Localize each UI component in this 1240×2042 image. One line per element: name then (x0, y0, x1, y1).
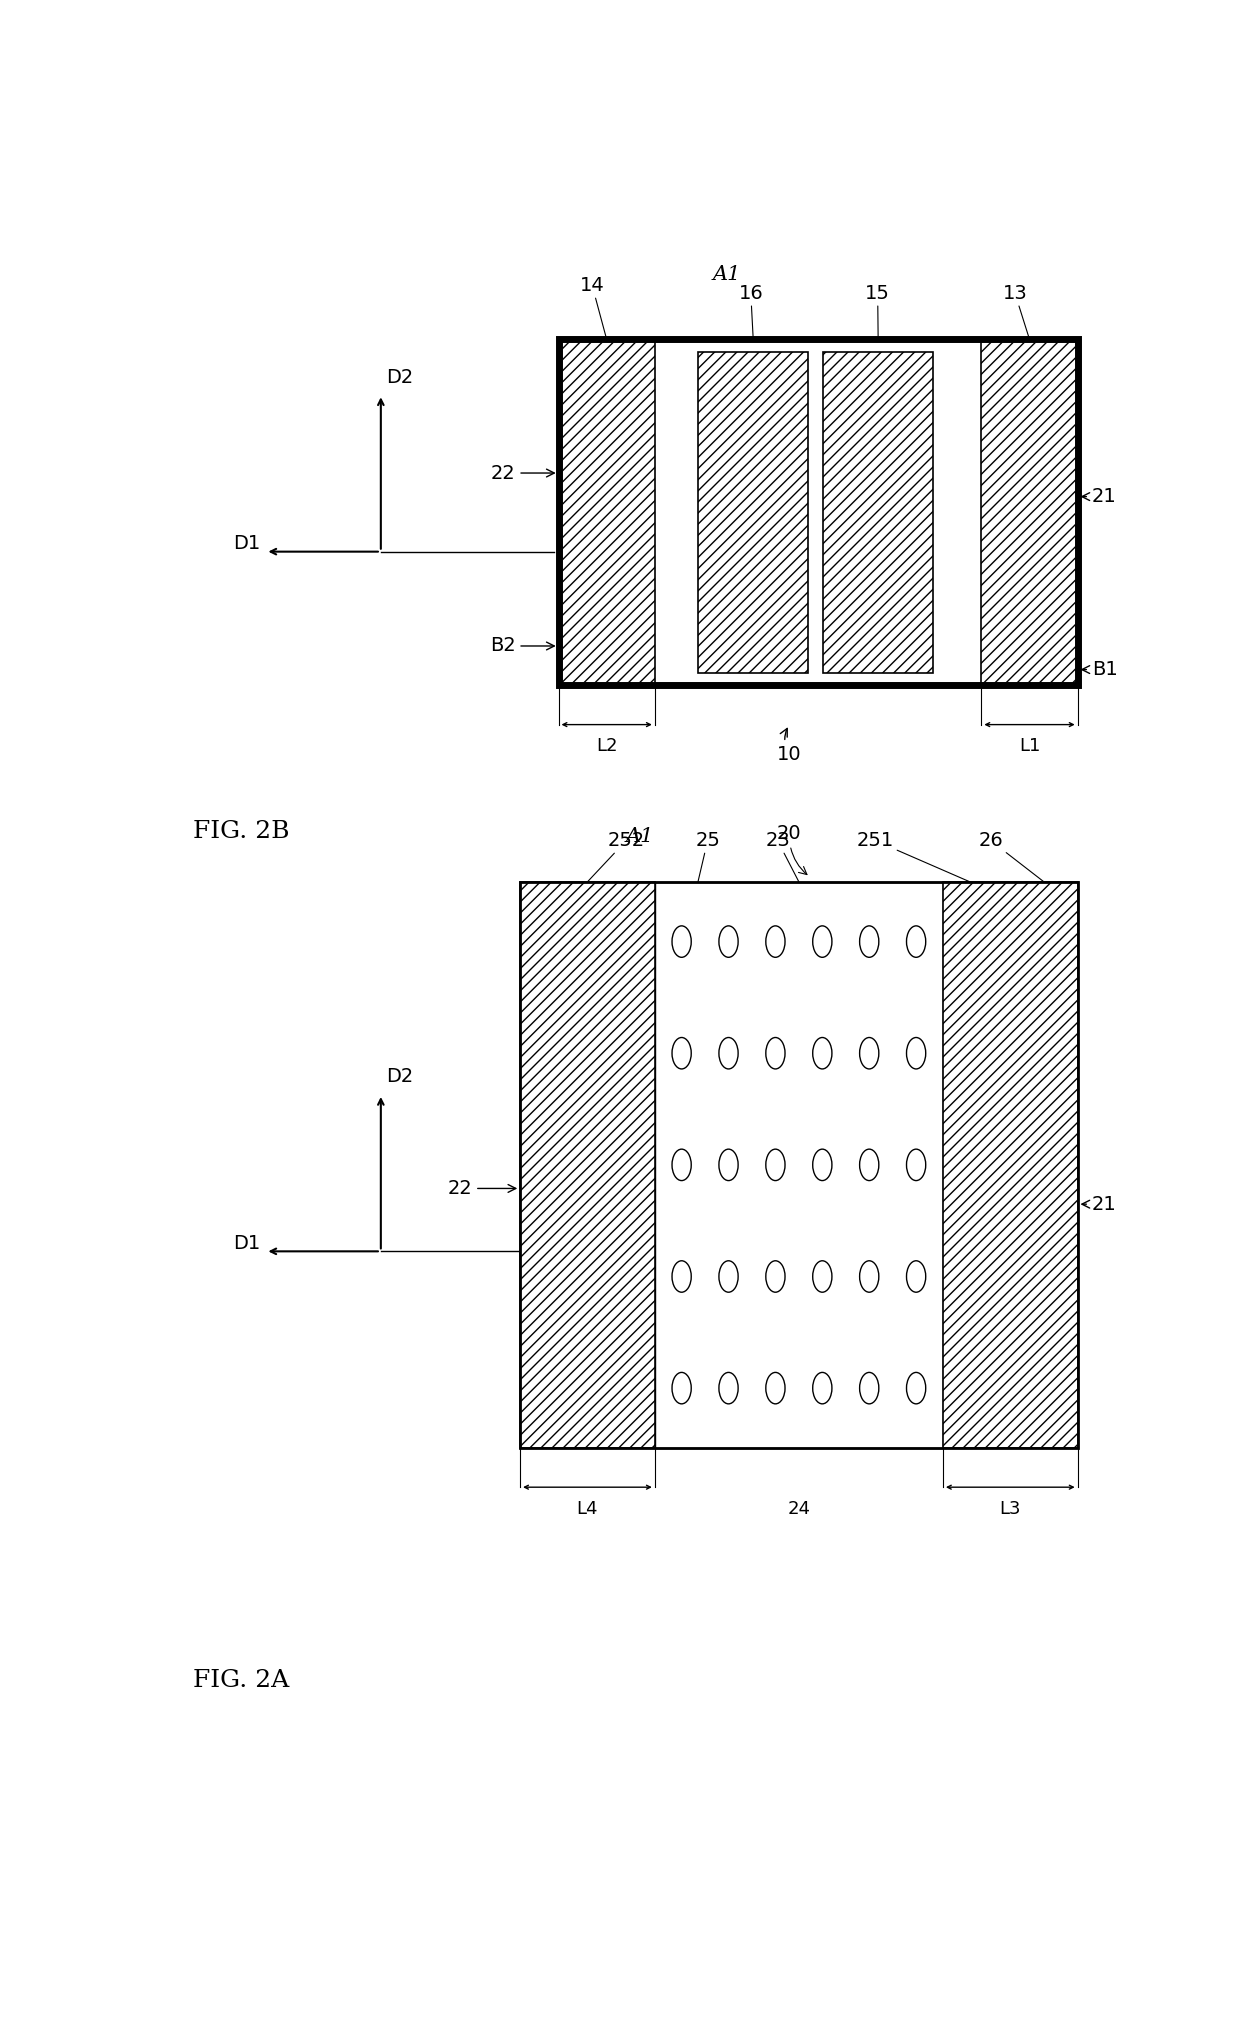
Text: 15: 15 (866, 284, 890, 339)
Text: 22: 22 (448, 1178, 516, 1199)
Text: B2: B2 (490, 637, 554, 655)
Text: D2: D2 (386, 1068, 413, 1086)
Text: D2: D2 (386, 368, 413, 386)
Text: 10: 10 (777, 729, 801, 764)
Bar (823, 351, 934, 672)
Bar (942, 882, 1078, 1448)
Text: 22: 22 (491, 464, 554, 482)
Text: 21: 21 (1081, 1195, 1117, 1213)
Text: 25: 25 (696, 831, 720, 882)
Bar (521, 882, 655, 1448)
Text: B1: B1 (1081, 660, 1117, 680)
Bar (558, 339, 1078, 686)
Text: 23: 23 (765, 831, 799, 882)
Text: 251: 251 (857, 831, 970, 882)
Text: 21: 21 (1081, 488, 1117, 506)
Text: D1: D1 (233, 1233, 260, 1254)
Text: 14: 14 (580, 276, 606, 339)
Text: FIG. 2B: FIG. 2B (193, 819, 290, 843)
Text: 13: 13 (1003, 284, 1029, 339)
Bar (982, 339, 1078, 686)
Bar (698, 351, 808, 672)
Text: L1: L1 (1019, 737, 1040, 756)
Text: L3: L3 (999, 1499, 1021, 1517)
Text: 26: 26 (978, 831, 1044, 882)
Text: 24: 24 (787, 1499, 811, 1517)
Text: D1: D1 (233, 535, 260, 553)
Text: 16: 16 (739, 284, 763, 339)
Text: A1: A1 (626, 827, 655, 845)
Bar (655, 882, 944, 1448)
Text: L4: L4 (577, 1499, 598, 1517)
Text: L2: L2 (596, 737, 618, 756)
Text: A1: A1 (712, 265, 740, 284)
Bar (558, 339, 655, 686)
Text: 20: 20 (777, 823, 807, 874)
Text: 252: 252 (588, 831, 645, 882)
Text: FIG. 2A: FIG. 2A (193, 1668, 290, 1691)
Bar (521, 882, 1078, 1448)
